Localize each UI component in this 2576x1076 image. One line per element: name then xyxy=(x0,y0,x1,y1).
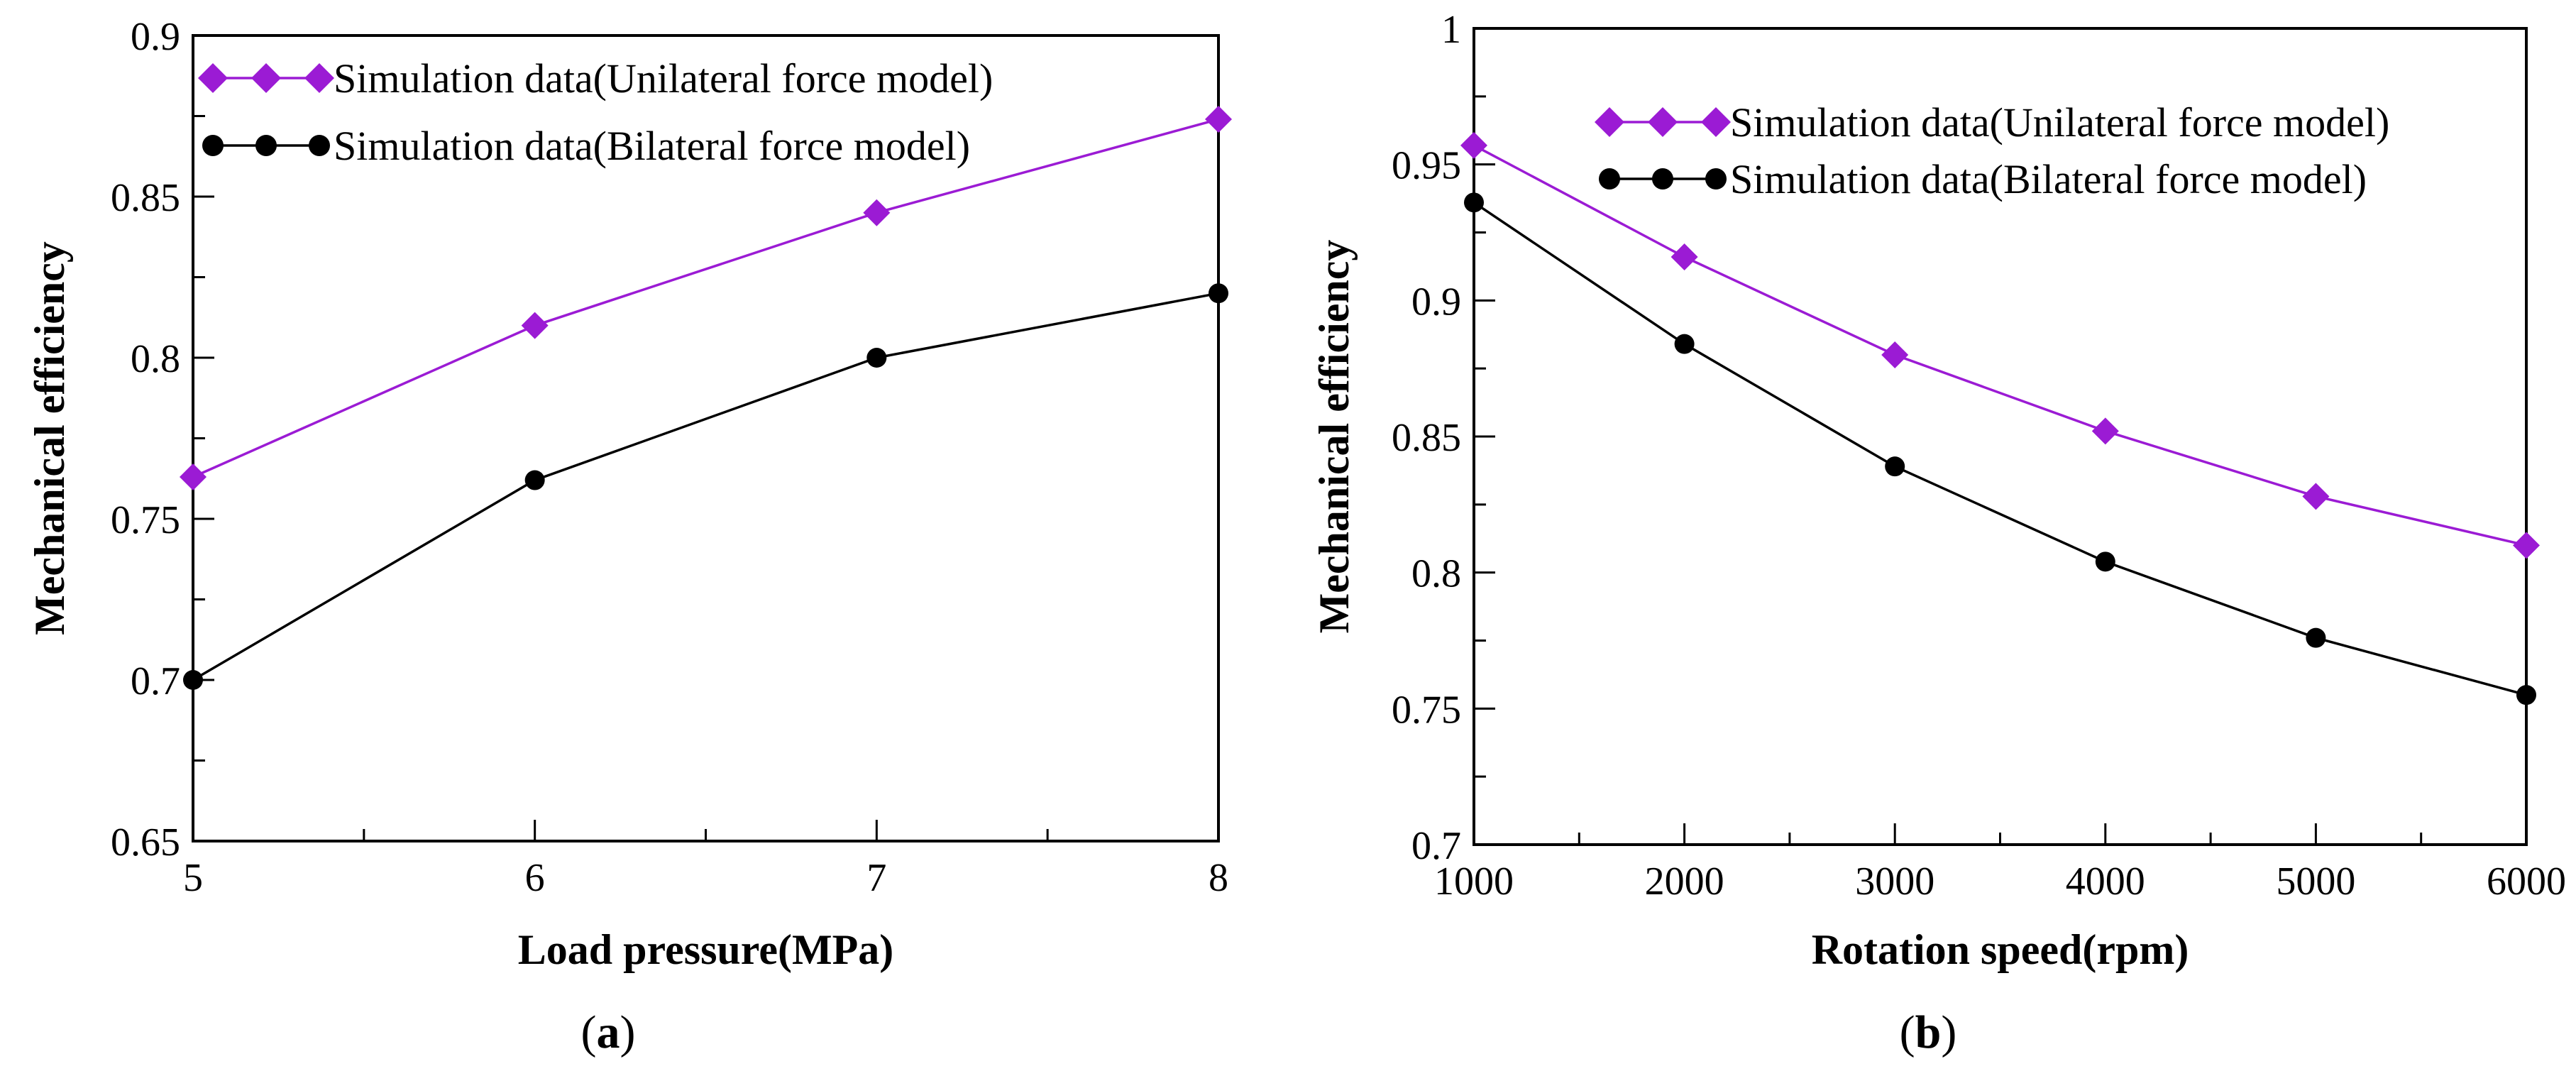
x-axis-title-a: Load pressure(MPa) xyxy=(518,926,893,973)
y-tick-label-a: 0.85 xyxy=(111,176,180,220)
legend-marker-a-0 xyxy=(304,63,334,93)
legend-marker-a-0 xyxy=(251,63,281,93)
y-tick-label-b: 1 xyxy=(1441,8,1461,52)
y-tick-label-b: 0.7 xyxy=(1411,824,1461,868)
data-point-a-1 xyxy=(1209,283,1228,304)
y-axis-title-a: Mechanical efficiency xyxy=(26,241,73,635)
legend-label-b-0: Simulation data(Unilateral force model) xyxy=(1730,99,2389,146)
data-point-a-0 xyxy=(1205,106,1232,133)
panel-a-caption: (a) xyxy=(581,1006,636,1058)
y-tick-label-a: 0.8 xyxy=(131,337,180,381)
y-tick-label-b: 0.75 xyxy=(1392,688,1461,732)
legend-label-a-0: Simulation data(Unilateral force model) xyxy=(334,55,993,101)
y-axis-title-b: Mechanical efficiency xyxy=(1311,240,1358,634)
x-tick-label-b: 5000 xyxy=(2276,860,2355,904)
plot-frame-b xyxy=(1473,27,2528,846)
data-point-b-1 xyxy=(2306,627,2326,648)
x-axis-title-b: Rotation speed(rpm) xyxy=(1812,926,2189,973)
data-point-a-0 xyxy=(521,312,549,339)
data-point-a-1 xyxy=(866,348,887,368)
data-point-a-1 xyxy=(183,670,203,690)
x-tick-label-b: 4000 xyxy=(2066,860,2145,904)
legend-marker-a-0 xyxy=(198,63,228,93)
legend-marker-a-1 xyxy=(309,135,330,156)
x-tick-label-b: 6000 xyxy=(2487,860,2566,904)
data-point-a-1 xyxy=(524,470,545,490)
series-line-a-0 xyxy=(192,118,1219,478)
data-point-b-1 xyxy=(2516,685,2536,706)
legend-marker-b-0 xyxy=(1595,107,1624,137)
series-line-b-1 xyxy=(1473,201,2527,696)
legend-marker-b-1 xyxy=(1705,168,1727,190)
data-point-a-0 xyxy=(180,463,207,490)
x-tick-label-b: 3000 xyxy=(1855,860,1934,904)
legend-marker-b-1 xyxy=(1652,168,1673,190)
chart-panel-a: (a) 5 6 7 8 0.65 0.7 0.75 0.8 0.85 0.9 Load pressu… xyxy=(26,15,1232,1058)
legend-label-a-1: Simulation data(Bilateral force model) xyxy=(334,123,970,169)
legend-marker-b-0 xyxy=(1701,107,1731,137)
x-tick-label-b: 1000 xyxy=(1434,860,1514,904)
legend-label-b-1: Simulation data(Bilateral force model) xyxy=(1730,156,2367,202)
data-point-b-0 xyxy=(1670,243,1698,270)
panel-b-caption: (b) xyxy=(1900,1006,1957,1058)
data-point-b-0 xyxy=(1881,341,1909,368)
y-tick-label-a: 0.9 xyxy=(131,15,180,59)
data-point-b-1 xyxy=(1885,456,1905,477)
data-point-a-0 xyxy=(863,199,891,226)
y-tick-label-a: 0.75 xyxy=(111,498,180,542)
x-tick-label-b: 2000 xyxy=(1645,860,1724,904)
x-tick-label-a: 5 xyxy=(183,856,203,900)
data-point-b-0 xyxy=(2513,532,2540,559)
legend-marker-b-1 xyxy=(1599,168,1620,190)
data-point-b-1 xyxy=(1464,192,1484,213)
y-tick-label-a: 0.7 xyxy=(131,659,180,703)
legend-marker-a-1 xyxy=(255,135,277,156)
data-point-b-0 xyxy=(1460,131,1487,159)
data-point-b-0 xyxy=(2091,417,2119,445)
chart-panel-b: (b) 1000 2000 3000 4000 5000 6000 0.7 0.75 0.8 0.… xyxy=(1311,8,2566,1058)
data-point-b-1 xyxy=(2095,551,2115,572)
y-tick-label-b: 0.95 xyxy=(1392,144,1461,188)
data-point-b-1 xyxy=(1674,334,1695,354)
legend-marker-a-1 xyxy=(202,135,224,156)
y-tick-label-b: 0.9 xyxy=(1411,280,1461,324)
x-tick-label-a: 6 xyxy=(525,856,545,900)
legend-marker-b-0 xyxy=(1648,107,1678,137)
x-tick-label-a: 7 xyxy=(866,856,886,900)
data-point-b-0 xyxy=(2302,483,2330,510)
y-tick-label-a: 0.65 xyxy=(111,820,180,864)
series-line-a-1 xyxy=(192,292,1219,681)
series-line-b-0 xyxy=(1473,144,2527,547)
y-tick-label-b: 0.8 xyxy=(1411,552,1461,596)
y-tick-label-b: 0.85 xyxy=(1392,416,1461,460)
x-tick-label-a: 8 xyxy=(1209,856,1228,900)
